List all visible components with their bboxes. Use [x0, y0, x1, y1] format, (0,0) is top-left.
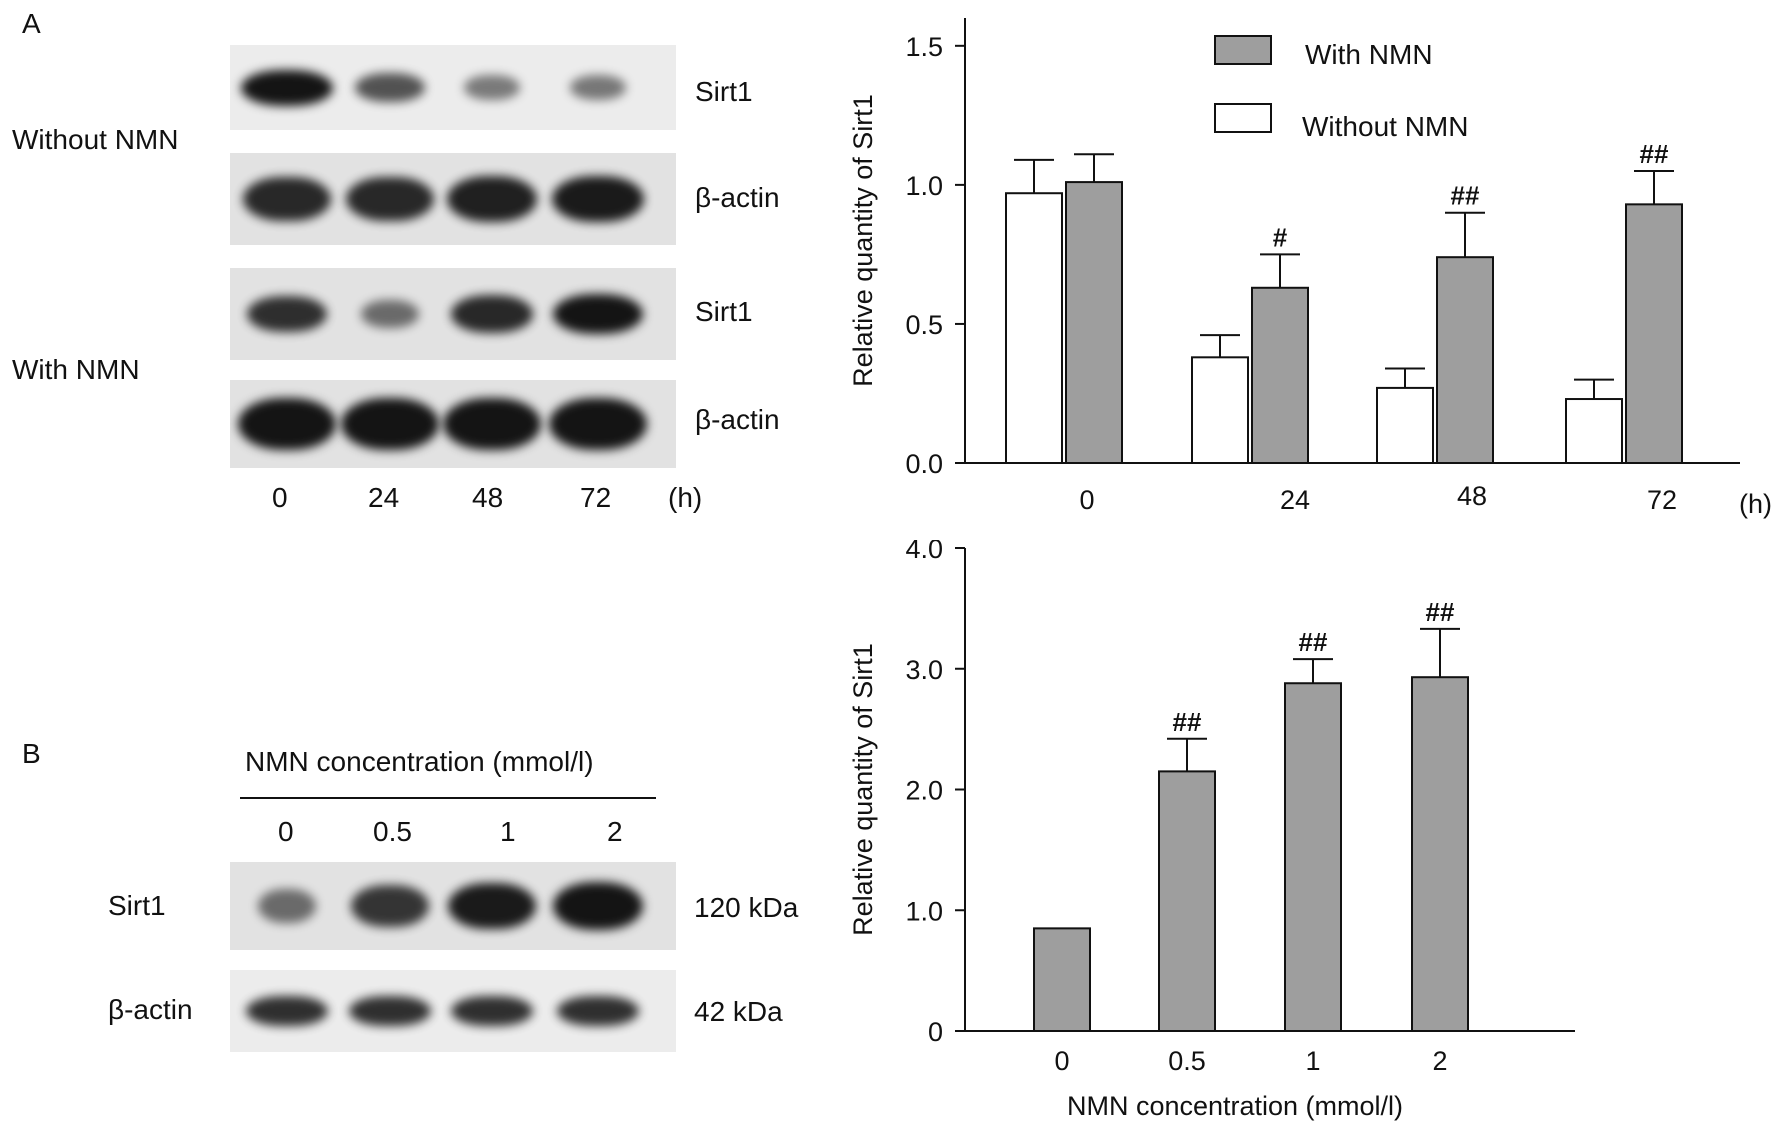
y-tick-label: 3.0	[905, 655, 943, 685]
blot-band	[341, 398, 439, 450]
blot-strip-without-nmn-actin	[230, 153, 676, 245]
blot-strip-without-nmn-sirt1	[230, 45, 676, 130]
significance-marker: ##	[1426, 597, 1455, 627]
lane-label-b-2: 2	[607, 816, 623, 847]
bar	[1376, 386, 1434, 464]
row-label-actin-a2: β-actin	[695, 404, 780, 435]
y-tick-label: 2.0	[905, 776, 943, 806]
blot-b-header: NMN concentration (mmol/l)	[245, 746, 594, 777]
lane-label-a-48: 48	[472, 482, 504, 513]
blot-band	[361, 299, 419, 329]
significance-marker: ##	[1451, 181, 1480, 211]
bar	[1565, 398, 1623, 464]
panel-b-letter: B	[22, 738, 41, 769]
legend-label-with-nmn: With NMN	[1305, 39, 1433, 70]
row-label-sirt1-b: Sirt1	[108, 890, 166, 921]
group-label-without-nmn: Without NMN	[12, 124, 179, 155]
blot-band	[349, 995, 431, 1027]
chart-b-concentration: 0 1.0 2.0 3.0 4.0 Relative quantity of Sirt1 0…	[848, 540, 1575, 1121]
lane-unit-a: (h)	[668, 482, 703, 513]
blot-band	[447, 176, 537, 222]
blot-strip-b-sirt1	[230, 862, 676, 950]
blot-band	[553, 294, 643, 334]
x-tick-label: 0	[1054, 1046, 1069, 1076]
bar	[1436, 256, 1494, 464]
row-label-actin-b: β-actin	[108, 994, 193, 1025]
blot-band	[569, 75, 627, 100]
y-tick-label: 0.5	[905, 310, 943, 340]
lane-label-a-72: 72	[580, 482, 612, 513]
x-tick-label: 1	[1305, 1046, 1320, 1076]
blot-band	[443, 398, 541, 450]
lane-label-a-0: 0	[272, 482, 288, 513]
row-label-actin-a1: β-actin	[695, 182, 780, 213]
bar	[1191, 356, 1249, 464]
lane-label-a-24: 24	[368, 482, 400, 513]
y-tick-label: 1.0	[905, 171, 943, 201]
bar	[1065, 181, 1123, 464]
size-label-120kda: 120 kDa	[694, 892, 799, 923]
bar	[1251, 286, 1309, 464]
blot-band	[451, 995, 533, 1027]
bar	[1033, 927, 1091, 1032]
blot-b-header-rule	[240, 797, 656, 799]
legend-swatch-without-nmn	[1214, 103, 1272, 133]
blot-band	[549, 398, 647, 450]
x-tick-label: 2	[1432, 1046, 1447, 1076]
bar	[1284, 682, 1342, 1033]
blot-band	[258, 889, 316, 923]
x-tick-label: 48	[1457, 481, 1487, 511]
y-tick-label: 1.5	[905, 32, 943, 62]
bar	[1625, 203, 1683, 464]
legend-swatch-with-nmn	[1214, 35, 1272, 65]
blot-strip-b-actin	[230, 970, 676, 1052]
blot-band	[448, 882, 536, 930]
blot-band	[450, 295, 534, 333]
blot-band	[464, 75, 520, 100]
significance-marker: ##	[1640, 139, 1669, 169]
y-axis-label: Relative quantity of Sirt1	[848, 94, 878, 387]
y-axis-label: Relative quantity of Sirt1	[848, 643, 878, 936]
x-tick-label: 0	[1079, 485, 1094, 515]
chart-a-time-course: 0.0 0.5 1.0 1.5 Relative quantity of Sirt1 0 2…	[848, 18, 1772, 519]
group-label-with-nmn: With NMN	[12, 354, 140, 385]
blot-band	[243, 176, 331, 222]
blot-band	[355, 73, 425, 102]
significance-marker: #	[1273, 222, 1288, 252]
lane-label-b-0.5: 0.5	[373, 816, 412, 847]
blot-strip-with-nmn-sirt1	[230, 268, 676, 360]
blot-band	[241, 69, 333, 106]
blot-band	[553, 882, 643, 930]
lane-label-b-0: 0	[278, 816, 294, 847]
significance-marker: ##	[1173, 707, 1202, 737]
blot-band	[351, 884, 429, 928]
x-unit-label: (h)	[1739, 489, 1772, 519]
y-tick-label: 0.0	[905, 449, 943, 479]
row-label-sirt1-a1: Sirt1	[695, 76, 753, 107]
blot-band	[346, 176, 434, 222]
size-label-42kda: 42 kDa	[694, 996, 783, 1027]
panel-a-letter: A	[22, 8, 41, 39]
bar	[1005, 192, 1063, 464]
blot-strip-with-nmn-actin	[230, 380, 676, 468]
bar	[1411, 676, 1469, 1032]
y-tick-label: 4.0	[905, 540, 943, 564]
legend-label-without-nmn: Without NMN	[1302, 111, 1468, 142]
bar	[1158, 770, 1216, 1032]
blot-band	[246, 295, 328, 333]
row-label-sirt1-a2: Sirt1	[695, 296, 753, 327]
x-tick-label: 72	[1647, 485, 1677, 515]
blot-band	[246, 995, 328, 1027]
lane-label-b-1: 1	[500, 816, 516, 847]
y-tick-label: 0	[928, 1017, 943, 1047]
x-tick-label: 24	[1280, 485, 1310, 515]
y-tick-label: 1.0	[905, 896, 943, 926]
blot-band	[238, 398, 336, 450]
blot-band	[551, 175, 645, 223]
significance-marker: ##	[1299, 627, 1328, 657]
blot-band	[557, 995, 639, 1027]
x-tick-label: 0.5	[1168, 1046, 1206, 1076]
x-axis-label: NMN concentration (mmol/l)	[1067, 1091, 1403, 1121]
